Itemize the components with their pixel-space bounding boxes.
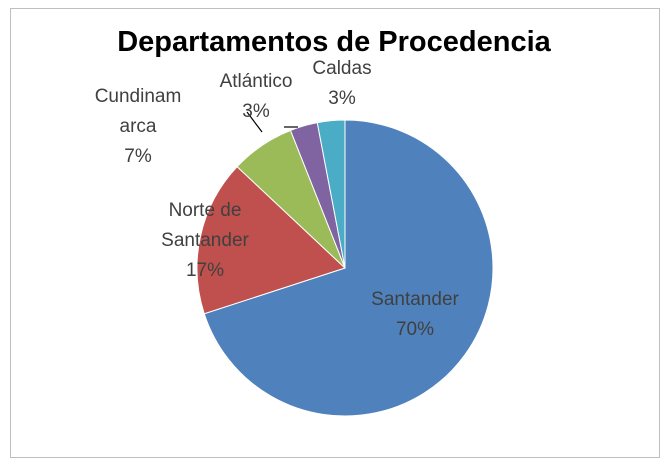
- chart-frame: [10, 8, 660, 458]
- category-label: Cundinamarca: [94, 86, 182, 137]
- value-label: 3%: [242, 101, 270, 122]
- slice-label: Santander 70%: [355, 285, 475, 345]
- slice-label: Norte de Santander 17%: [160, 196, 250, 286]
- value-label: 17%: [185, 260, 225, 281]
- chart-title: Departamentos de Procedencia: [117, 26, 551, 58]
- category-label: Norte de Santander: [161, 200, 249, 251]
- slice-label: Atlántico 3%: [206, 67, 306, 127]
- leader-line: [246, 111, 263, 133]
- value-label: 70%: [395, 319, 435, 340]
- slice-label: Caldas 3%: [302, 54, 382, 114]
- slice-label: Cundinamarca 7%: [92, 82, 184, 172]
- pie-slice: [203, 119, 494, 417]
- value-label: 7%: [124, 146, 152, 167]
- pie-slice: [196, 165, 346, 315]
- pie-slice: [316, 119, 346, 269]
- category-label: Caldas: [312, 58, 372, 79]
- category-label: Santander: [371, 289, 459, 310]
- category-label: Atlántico: [219, 71, 293, 92]
- value-label: 3%: [328, 88, 356, 109]
